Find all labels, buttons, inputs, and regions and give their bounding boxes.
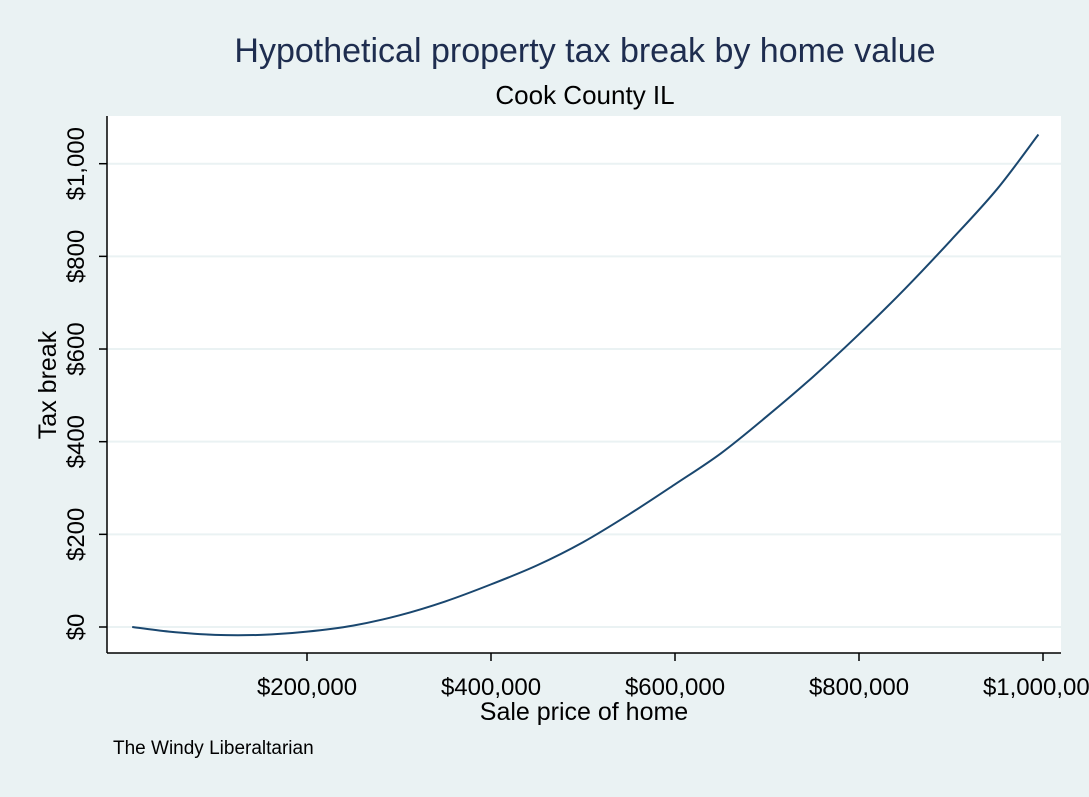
x-tick-label-1: $400,000 (441, 674, 541, 701)
y-ticks: $0 $200 $400 $600 $800 $1,000 (63, 127, 107, 640)
x-tick-label-0: $200,000 (257, 674, 357, 701)
y-tick-label-2: $400 (63, 415, 90, 468)
grid-lines (107, 162, 1061, 628)
y-tick-label-3: $600 (63, 322, 90, 375)
x-ticks: $200,000 $400,000 $600,000 $800,000 $1,000,0… (257, 653, 1089, 701)
y-tick-label-5: $1,000 (63, 127, 90, 200)
x-axis-label: Sale price of home (480, 698, 688, 726)
chart-subtitle: Cook County IL (495, 80, 674, 110)
x-tick-label-3: $800,000 (809, 674, 909, 701)
y-axis-label: Tax break (34, 330, 62, 439)
x-tick-label-4: $1,000,000 (983, 674, 1089, 701)
y-tick-label-0: $0 (63, 614, 90, 641)
y-tick-label-4: $800 (63, 230, 90, 283)
chart-title: Hypothetical property tax break by home … (234, 32, 935, 70)
chart-note: The Windy Liberaltarian (113, 738, 314, 759)
y-tick-label-1: $200 (63, 508, 90, 561)
series-group (132, 133, 1040, 637)
series-line-0 (132, 133, 1040, 637)
x-tick-label-2: $600,000 (625, 674, 725, 701)
plot-area (107, 116, 1061, 653)
